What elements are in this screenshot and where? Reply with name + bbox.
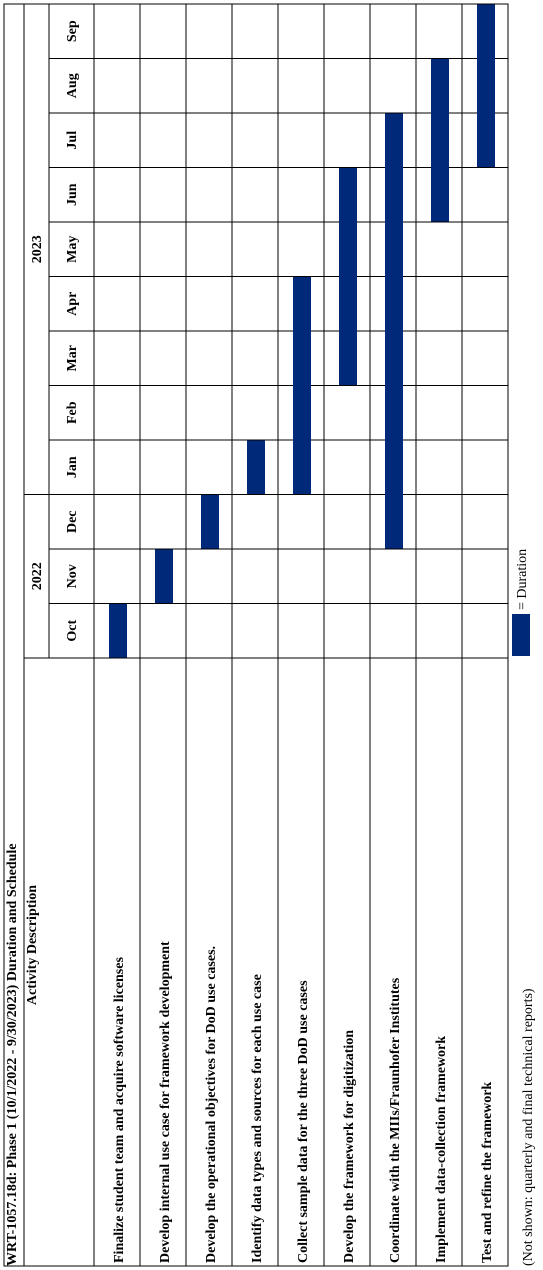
month-label: May <box>65 236 80 263</box>
chart-bars <box>109 4 495 658</box>
year-labels: 2022 2023 <box>30 235 45 590</box>
legend-label: = Duration <box>515 549 530 610</box>
task-label: Finalize student team and acquire softwa… <box>112 957 127 1263</box>
month-label: Jan <box>65 456 80 478</box>
legend-swatch <box>512 614 530 656</box>
month-label: Dec <box>65 510 80 533</box>
month-label: Aug <box>65 73 80 98</box>
month-label: Nov <box>65 564 80 588</box>
grid-border <box>3 3 509 1267</box>
task-label: Develop the framework for digitization <box>342 1030 357 1263</box>
task-bar <box>431 59 449 222</box>
year-label: 2023 <box>30 235 45 263</box>
task-bar <box>155 549 173 603</box>
task-label: Develop the operational objectives for D… <box>204 946 219 1263</box>
task-bar <box>247 440 265 494</box>
month-label: Sep <box>65 20 80 42</box>
task-label: Coordinate with the MIIs/Fraunhofer Inst… <box>388 977 403 1263</box>
task-bar <box>477 4 495 167</box>
month-label: Apr <box>65 292 80 316</box>
task-label: Test and refine the framework <box>480 1082 495 1263</box>
activity-header: Activity Description <box>25 885 40 1005</box>
task-label: Implement data-collection framework <box>434 1036 449 1263</box>
year-label: 2022 <box>30 562 45 590</box>
chart-grid <box>3 3 509 1267</box>
task-label: Develop internal use case for framework … <box>158 941 173 1263</box>
task-bar <box>201 495 219 549</box>
month-label: Jul <box>65 131 80 150</box>
task-label: Identify data types and sources for each… <box>250 974 265 1263</box>
task-labels: Finalize student team and acquire softwa… <box>112 941 495 1263</box>
month-label: Jun <box>65 183 80 206</box>
task-bar <box>385 113 403 549</box>
chart-title: WRT-1057.18d: Phase 1 (10/1/2022 - 9/30/… <box>5 843 20 1266</box>
task-bar <box>293 277 311 494</box>
task-bar <box>339 168 357 385</box>
legend: = Duration <box>512 549 530 656</box>
month-label: Feb <box>65 401 80 424</box>
month-label: Oct <box>65 620 80 642</box>
task-label: Collect sample data for the three DoD us… <box>296 980 311 1263</box>
month-labels: Oct Nov Dec Jan Feb Mar Apr May Jun Jul Aug Sep <box>65 20 80 641</box>
task-bar <box>109 604 127 658</box>
month-label: Mar <box>65 345 80 371</box>
footnote: (Not shown: quarterly and final technica… <box>521 988 536 1266</box>
